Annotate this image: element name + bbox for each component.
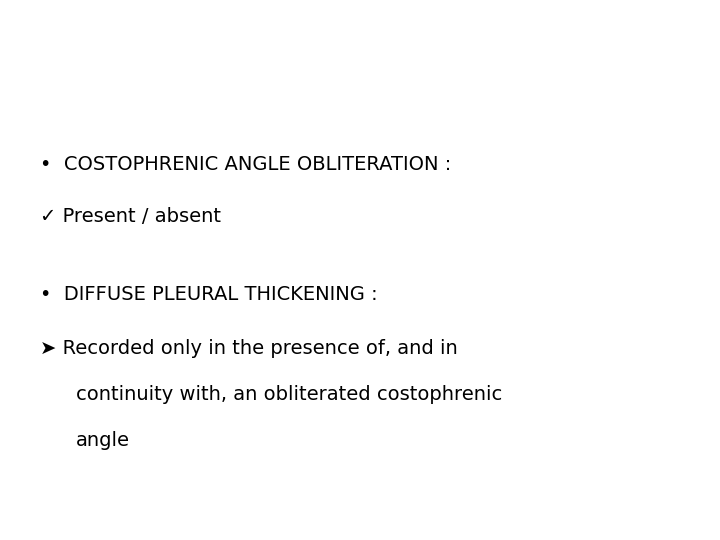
- Text: continuity with, an obliterated costophrenic: continuity with, an obliterated costophr…: [76, 384, 502, 404]
- Text: ✓ Present / absent: ✓ Present / absent: [40, 206, 220, 226]
- Text: •  COSTOPHRENIC ANGLE OBLITERATION :: • COSTOPHRENIC ANGLE OBLITERATION :: [40, 155, 451, 174]
- Text: •  DIFFUSE PLEURAL THICKENING :: • DIFFUSE PLEURAL THICKENING :: [40, 285, 377, 304]
- Text: angle: angle: [76, 430, 130, 450]
- Text: ➤ Recorded only in the presence of, and in: ➤ Recorded only in the presence of, and …: [40, 339, 457, 358]
